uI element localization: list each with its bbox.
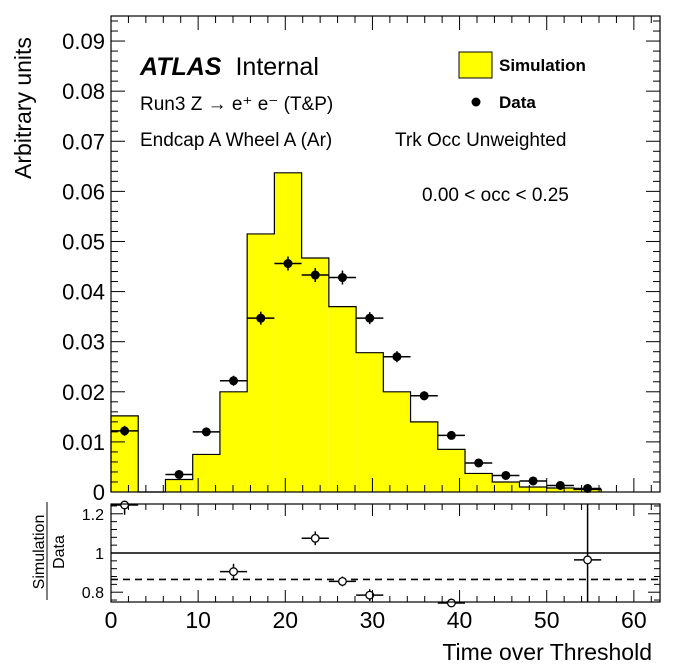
y-tick-label: 0.05: [62, 229, 105, 254]
ratio-axes: 0.8 1 1.2 0 10 20 30 40 50 60: [82, 503, 661, 633]
simulation-bin: [247, 233, 275, 493]
data-point: [201, 427, 211, 437]
legend-simulation-swatch: [458, 51, 493, 79]
data-point: [120, 426, 130, 436]
data-point: [283, 259, 293, 269]
y-tick-label: 0.07: [62, 129, 105, 154]
ratio-reference-lines: [111, 552, 660, 581]
data-point: [446, 430, 456, 440]
x-axis-title: Time over Threshold: [442, 639, 652, 665]
simulation-bin: [328, 306, 357, 492]
simulation-bin: [301, 258, 329, 492]
data-point: [174, 469, 184, 479]
simulation-bin: [546, 487, 574, 492]
x-tick-label: 30: [360, 607, 386, 633]
data-point: [337, 273, 347, 283]
data-point: [528, 476, 538, 486]
weighting-label: Trk Occ Unweighted: [395, 130, 566, 151]
data-point: [229, 376, 239, 386]
simulation-bin: [465, 473, 493, 492]
data-point: [365, 313, 375, 323]
ratio-y-title-bottom: Data: [51, 535, 68, 569]
process-label: Run3 Z → e⁺ e⁻ (T&P): [140, 94, 333, 115]
ratio-y-tick-label: 1: [95, 546, 104, 563]
x-tick-label: 50: [534, 607, 560, 633]
simulation-bin: [274, 172, 302, 492]
y-tick-label: 0: [93, 480, 105, 505]
ratio-point: [120, 500, 130, 510]
data-point: [501, 470, 511, 480]
atlas-label: ATLAS Internal: [139, 53, 319, 81]
simulation-bin: [410, 421, 438, 492]
ratio-point: [446, 598, 456, 608]
data-point: [555, 480, 565, 490]
ratio-y-tick-label: 0.8: [82, 585, 104, 602]
x-tick-label: 10: [185, 607, 211, 633]
data-point: [419, 391, 429, 401]
simulation-bin: [383, 391, 411, 492]
ratio-points: [111, 500, 602, 608]
data-point: [256, 313, 266, 323]
simulation-bin: [437, 449, 466, 492]
y-tick-label: 0.03: [62, 330, 105, 355]
ratio-point: [229, 567, 238, 577]
ratio-point: [338, 576, 347, 586]
x-tick-label: 60: [621, 607, 647, 633]
ratio-y-title-top: Simulation: [31, 515, 48, 590]
data-point: [474, 458, 484, 468]
internal-text: Internal: [235, 53, 318, 81]
ratio-y-tick-label: 1.2: [82, 507, 104, 524]
x-tick-label: 0: [105, 607, 118, 633]
legend: Simulation Data: [458, 51, 586, 112]
y-axis-title: Arbitrary units: [10, 37, 36, 179]
data-points: [110, 256, 602, 493]
y-tick-label: 0.04: [62, 280, 105, 305]
y-tick-label: 0.09: [62, 29, 105, 54]
simulation-bin: [219, 391, 248, 492]
occupancy-range-label: 0.00 < occ < 0.25: [422, 185, 569, 206]
ratio-point: [365, 590, 375, 600]
x-tick-label: 40: [447, 607, 473, 633]
simulation-histogram: [110, 172, 602, 493]
legend-data-marker: [471, 97, 481, 107]
ratio-point: [310, 533, 320, 543]
atlas-text: ATLAS: [139, 53, 222, 81]
region-label: Endcap A Wheel A (Ar): [140, 130, 332, 151]
y-tick-label: 0.06: [62, 179, 105, 204]
data-point: [392, 352, 402, 362]
y-tick-label: 0.02: [62, 380, 105, 405]
legend-data-label: Data: [499, 93, 536, 112]
data-point: [583, 483, 593, 493]
legend-simulation-label: Simulation: [499, 56, 586, 75]
simulation-bin: [165, 479, 193, 492]
x-tick-label: 20: [272, 607, 298, 633]
y-tick-label: 0.08: [62, 79, 105, 104]
ratio-point: [583, 555, 593, 565]
simulation-outline: [110, 172, 602, 493]
y-tick-label: 0.01: [62, 430, 105, 455]
simulation-bin: [492, 481, 520, 492]
simulation-bin: [519, 486, 547, 492]
simulation-bin: [356, 352, 384, 492]
main-axes: 0 0.01 0.02 0.03 0.04 0.05 0.06 0.07 0.08 0.09: [62, 15, 661, 505]
main-frame: [110, 15, 661, 493]
data-point: [310, 270, 320, 280]
